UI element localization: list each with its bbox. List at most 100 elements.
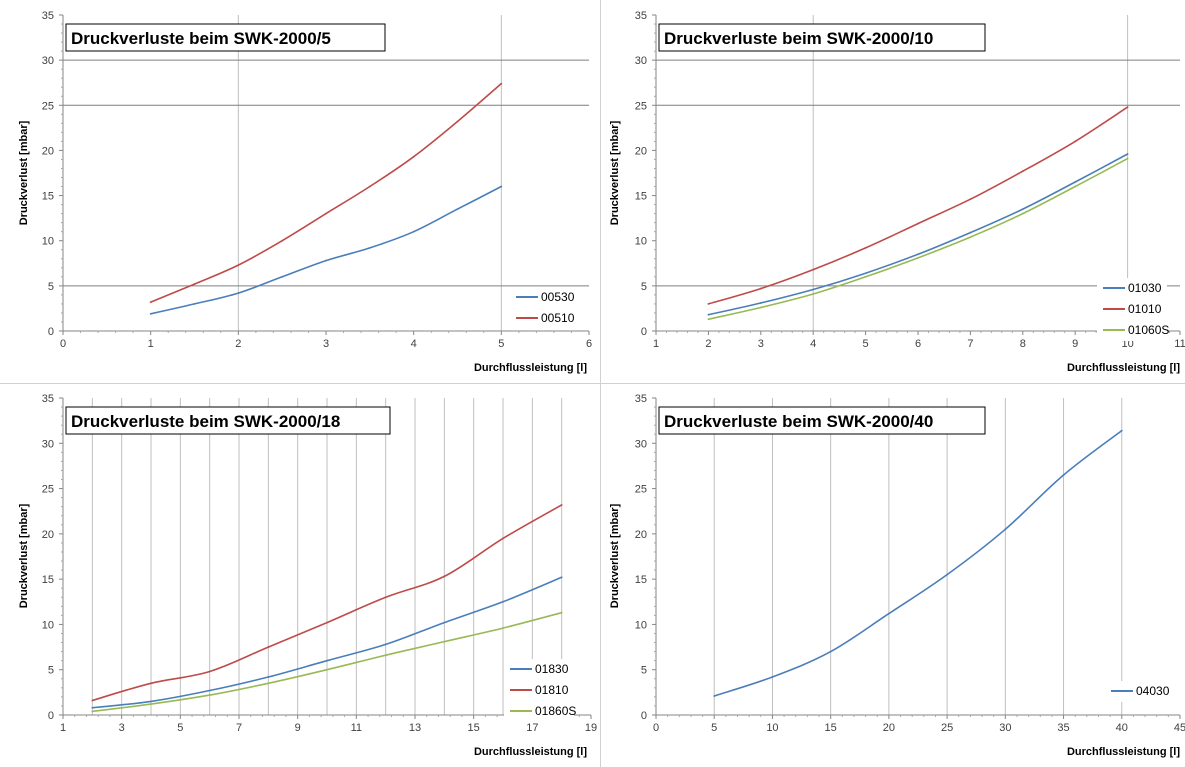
data-point: [281, 239, 284, 242]
data-point: [1062, 474, 1065, 476]
data-point: [917, 222, 919, 225]
data-point: [707, 318, 710, 321]
y-tick-label: 10: [635, 619, 647, 631]
x-axis-label: Durchflussleistung [l]: [474, 746, 587, 758]
series-line-01030: [708, 153, 1128, 316]
y-tick-label: 20: [42, 529, 54, 541]
x-axis-label: Durchflussleistung [l]: [474, 362, 587, 374]
y-tick-label: 25: [635, 100, 647, 112]
legend-label: 01060S: [1128, 323, 1169, 337]
data-point: [91, 710, 94, 713]
legend-label: 01030: [1128, 281, 1162, 295]
x-tick-label: 7: [967, 338, 973, 350]
x-tick-label: 17: [526, 722, 538, 734]
data-point: [1074, 185, 1077, 188]
x-tick-label: 6: [586, 338, 592, 350]
y-tick-label: 15: [635, 574, 647, 586]
x-tick-label: 0: [60, 338, 66, 350]
legend-label: 00510: [541, 311, 575, 325]
horizontal-divider: [0, 383, 1185, 384]
data-point: [917, 256, 919, 259]
data-point: [325, 259, 327, 262]
data-point: [384, 643, 387, 646]
y-tick-label: 5: [48, 281, 54, 293]
data-point: [91, 706, 94, 709]
data-point: [864, 272, 867, 275]
data-point: [193, 303, 196, 305]
data-point: [946, 573, 949, 576]
chart-title-box: [65, 23, 386, 52]
legend: [510, 287, 580, 329]
chart-4: 0 5 10 15 20 25 30 35 0 5 10 15 20 25 30 35 40 45 Durchflu…: [609, 393, 1185, 758]
data-point: [368, 185, 371, 188]
data-point: [771, 676, 774, 678]
y-axis-label: Druckverlust [mbar]: [609, 120, 621, 225]
chart-title-box: [658, 406, 986, 435]
x-tick-label: 25: [941, 722, 953, 734]
data-point: [443, 621, 446, 624]
data-point: [443, 575, 446, 578]
y-tick-label: 35: [635, 393, 647, 405]
data-point: [267, 682, 270, 685]
legend-label: 01810: [535, 683, 569, 697]
data-point: [1126, 153, 1129, 155]
data-point: [500, 185, 503, 188]
data-point: [412, 155, 415, 158]
data-point: [1021, 208, 1024, 211]
vertical-divider: [600, 0, 601, 767]
y-tick-label: 30: [635, 55, 647, 67]
data-point: [267, 676, 270, 678]
data-point: [864, 247, 867, 249]
legend: [1105, 681, 1175, 702]
data-point: [91, 699, 94, 702]
series-line-01010: [708, 106, 1129, 305]
chart-title-box: [65, 406, 391, 435]
data-point: [759, 306, 762, 309]
data-point: [1074, 181, 1077, 183]
data-point: [149, 301, 152, 304]
chart-title: Druckverluste beim SWK-2000/40: [664, 412, 933, 431]
y-tick-label: 0: [641, 326, 647, 338]
y-tick-label: 10: [42, 619, 54, 631]
data-point: [208, 694, 211, 696]
x-tick-label: 35: [1057, 722, 1069, 734]
data-point: [969, 231, 972, 234]
data-point: [1074, 140, 1077, 143]
y-tick-label: 0: [48, 326, 54, 338]
x-tick-label: 9: [1072, 338, 1078, 350]
x-tick-label: 0: [653, 722, 659, 734]
x-tick-label: 5: [711, 722, 717, 734]
data-point: [1126, 157, 1129, 160]
x-tick-label: 1: [148, 338, 154, 350]
x-tick-label: 9: [295, 722, 301, 734]
data-point: [384, 654, 387, 657]
data-point: [864, 275, 867, 278]
x-tick-label: 7: [236, 722, 242, 734]
legend-label: 04030: [1136, 684, 1170, 698]
x-tick-label: 3: [323, 338, 329, 350]
y-tick-label: 25: [42, 484, 54, 496]
y-tick-label: 30: [635, 438, 647, 450]
legend-label: 01830: [535, 662, 569, 676]
x-tick-label: 8: [1020, 338, 1026, 350]
data-point: [412, 230, 415, 233]
data-point: [713, 695, 716, 697]
x-tick-label: 30: [999, 722, 1011, 734]
y-tick-label: 10: [635, 236, 647, 248]
x-tick-label: 2: [705, 338, 711, 350]
y-tick-label: 5: [641, 281, 647, 293]
data-point: [560, 503, 563, 506]
data-point: [208, 689, 211, 692]
y-axis-label: Druckverlust [mbar]: [609, 503, 621, 608]
data-point: [208, 670, 211, 673]
data-point: [1021, 170, 1024, 173]
data-point: [500, 82, 503, 85]
data-point: [281, 275, 284, 278]
data-point: [443, 640, 446, 643]
y-tick-label: 15: [42, 191, 54, 203]
data-point: [887, 612, 890, 615]
y-tick-label: 20: [635, 145, 647, 157]
data-point: [267, 646, 270, 648]
x-tick-label: 11: [351, 722, 362, 734]
